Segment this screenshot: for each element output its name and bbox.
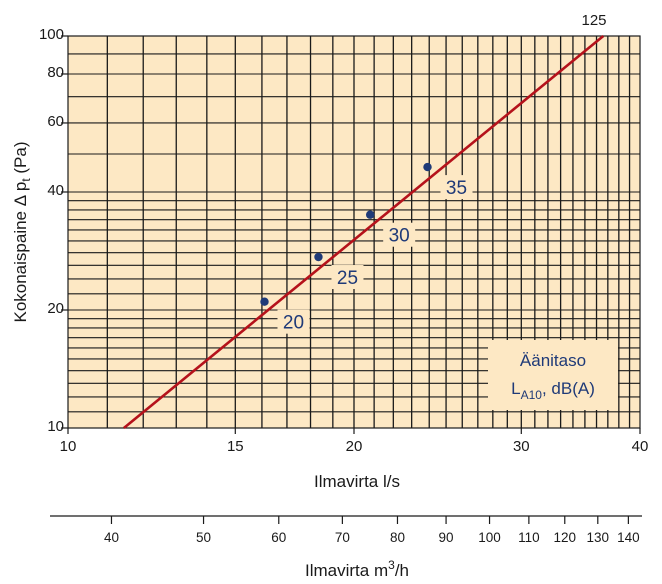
y-tick-label: 100 [39,26,64,43]
y-tick-label: 40 [47,182,64,199]
y-axis-ticks: 10 20 40 60 80 100 [39,26,68,435]
secondary-x-tick-label: 60 [271,530,286,545]
y-tick-label: 20 [47,300,64,317]
x-tick-label: 15 [227,438,244,455]
legend-box: Äänitaso LA10, dB(A) [488,340,618,410]
x-tick-label: 20 [346,438,363,455]
x-tick-label: 30 [513,438,530,455]
secondary-x-tick-label: 100 [478,530,501,545]
legend-l: L [511,379,520,398]
point-label-bg [277,309,310,334]
secondary-x-tick-label: 70 [335,530,350,545]
secondary-x-tick-label: 120 [554,530,577,545]
x-axis-title: Ilmavirta l/s [314,472,400,491]
secondary-x-tick-label: 140 [617,530,640,545]
secondary-x-tick-label: 50 [196,530,211,545]
point-label: 25 [337,268,358,289]
sound-point [423,162,432,172]
y-tick-label: 60 [47,113,64,130]
svg-text:Äänitaso: Äänitaso [520,351,586,370]
point-label: 30 [389,226,410,247]
y-tick-label: 10 [47,418,64,435]
legend-sub: A10 [521,388,543,402]
secondary-x-tick-label: 130 [587,530,610,545]
y-tick-label: 80 [47,64,64,81]
sound-point [365,210,375,219]
y-axis-title-sub: t [19,178,33,182]
sound-point [260,297,269,306]
secondary-x-tick-label: 80 [390,530,405,545]
secondary-x-axis-ticks: 40 50 60 70 80 90 100 110 120 130 140 [104,516,640,545]
series-layer [123,34,605,430]
secondary-x-axis-title: Ilmavirta m3/h [305,558,409,580]
y-axis-title: Kokonaispaine Δ pt (Pa) [11,141,33,322]
secondary-x-tick-label: 90 [439,530,454,545]
secondary-x-title-sup: 3 [388,558,395,572]
svg-text:LA10, dB(A): LA10, dB(A) [511,379,595,402]
point-label-bg [440,175,473,200]
point-label-bg [383,222,416,247]
y-axis-title-main: Kokonaispaine Δ p [11,182,30,323]
legend-tail: , dB(A) [542,379,595,398]
point-label-bg [331,265,364,290]
sound-level-points: 20 25 30 35 [260,162,473,334]
sound-point [314,252,323,262]
x-tick-label: 10 [60,438,77,455]
secondary-x-title-main: Ilmavirta m [305,561,388,580]
x-axis-ticks: 10 15 20 30 40 [60,428,649,455]
legend-line1: Äänitaso [520,351,586,370]
point-label: 20 [283,313,304,334]
line-end-label: 125 [581,12,606,29]
x-tick-label: 40 [632,438,649,455]
secondary-x-tick-label: 110 [518,530,540,545]
secondary-x-title-tail: /h [395,561,409,580]
secondary-x-tick-label: 40 [104,530,119,545]
series-line [123,34,605,430]
point-label: 35 [446,178,467,199]
y-axis-title-unit: (Pa) [11,141,30,178]
